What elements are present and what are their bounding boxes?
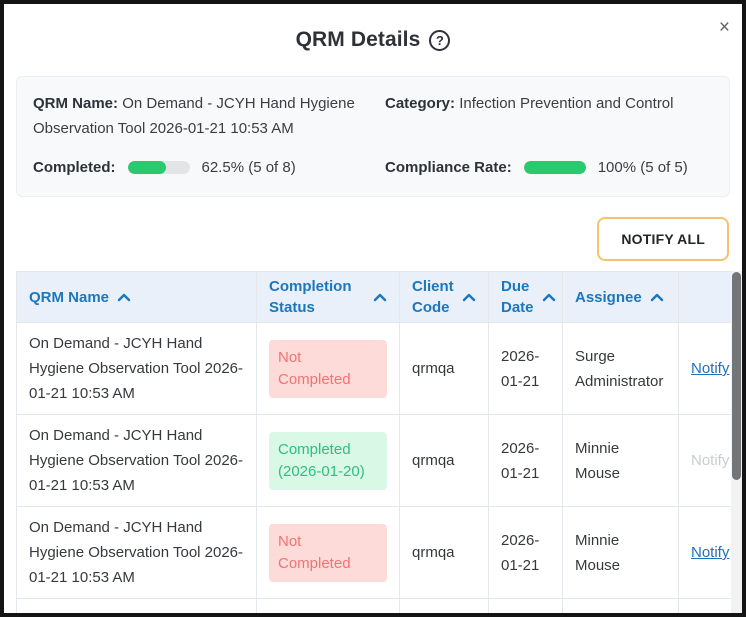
qrm-name-value: On Demand - JCYH Hand Hygiene Observatio…	[33, 95, 355, 137]
table-row: On Demand - JCYH Hand Hygiene Observatio…	[16, 322, 732, 415]
completed-progress-fill	[127, 161, 167, 174]
client-code-cell: qrmqa	[399, 322, 489, 415]
notify-all-button[interactable]: NOTIFY ALL	[597, 217, 729, 261]
compliance-progress-bar	[523, 161, 586, 174]
summary-card: QRM Name: On Demand - JCYH Hand Hygiene …	[16, 76, 730, 197]
page-title: QRM Details	[295, 28, 421, 51]
sort-asc-icon	[542, 293, 556, 302]
sort-asc-icon	[650, 293, 664, 302]
assignee-cell: Jane Bond	[562, 598, 679, 613]
due-date-cell: 2026-01-21	[488, 506, 563, 599]
qrm-name-cell: On Demand - JCYH Hand Hygiene Observatio…	[16, 414, 257, 507]
assignee-cell: Minnie Mouse	[562, 414, 679, 507]
column-header-qrm-name[interactable]: QRM Name	[16, 271, 257, 323]
column-header-actions	[678, 271, 732, 323]
table-body: On Demand - JCYH Hand Hygiene Observatio…	[16, 322, 732, 613]
column-header-due-date[interactable]: Due Date	[488, 271, 563, 323]
category-value: Infection Prevention and Control	[459, 95, 674, 112]
category-label: Category:	[385, 95, 456, 112]
status-badge: Not Completed	[269, 523, 387, 582]
table-header-row: QRM Name Completion Status	[16, 271, 732, 323]
qrm-name-summary: QRM Name: On Demand - JCYH Hand Hygiene …	[33, 91, 373, 141]
help-icon[interactable]: ?	[429, 29, 451, 51]
notify-link[interactable]: Notify	[691, 360, 730, 377]
assignee-cell: Minnie Mouse	[562, 506, 679, 599]
completed-summary: Completed: 62.5% (5 of 8)	[33, 155, 373, 180]
action-cell: Notify	[678, 598, 732, 613]
table-row: On Demand - JCYH Hand Hygiene Observatio…	[16, 506, 732, 599]
scrollbar-thumb[interactable]	[732, 272, 741, 480]
sort-asc-icon	[373, 293, 387, 302]
completion-status-cell: Not Completed	[256, 506, 400, 599]
action-cell: Notify	[678, 322, 732, 415]
client-code-cell: qrmqa	[399, 506, 489, 599]
compliance-rate-label: Compliance Rate:	[385, 159, 512, 176]
due-date-cell: 2026-01-21	[488, 322, 563, 415]
close-icon[interactable]: ×	[718, 17, 730, 38]
category-summary: Category: Infection Prevention and Contr…	[373, 91, 713, 141]
notify-link: Notify	[691, 452, 730, 469]
sort-asc-icon	[462, 293, 476, 302]
sort-asc-icon	[117, 293, 131, 302]
qrm-table: QRM Name Completion Status	[16, 271, 742, 613]
completed-value: 62.5% (5 of 8)	[201, 159, 296, 176]
column-header-completion-status[interactable]: Completion Status	[256, 271, 400, 323]
qrm-name-cell: On Demand - JCYH Hand Hygiene Observatio…	[16, 598, 257, 613]
column-header-client-code[interactable]: Client Code	[399, 271, 489, 323]
client-code-cell: qrmqa	[399, 598, 489, 613]
column-header-assignee[interactable]: Assignee	[562, 271, 679, 323]
completion-status-cell: Completed (2026-02-01)	[256, 598, 400, 613]
modal-header: QRM Details ? ×	[4, 4, 742, 60]
action-cell: Notify	[678, 506, 732, 599]
vertical-scrollbar[interactable]	[731, 271, 742, 613]
due-date-cell: 2026-02-02	[488, 598, 563, 613]
client-code-cell: qrmqa	[399, 414, 489, 507]
due-date-cell: 2026-01-21	[488, 414, 563, 507]
completed-progress-bar	[127, 161, 190, 174]
notify-link[interactable]: Notify	[691, 544, 730, 561]
qrm-name-cell: On Demand - JCYH Hand Hygiene Observatio…	[16, 506, 257, 599]
assignee-cell: Surge Administrator	[562, 322, 679, 415]
table-row: On Demand - JCYH Hand Hygiene Observatio…	[16, 598, 732, 613]
completed-label: Completed:	[33, 159, 116, 176]
completion-status-cell: Not Completed	[256, 322, 400, 415]
compliance-progress-fill	[523, 161, 586, 174]
completion-status-cell: Completed (2026-01-20)	[256, 414, 400, 507]
toolbar: NOTIFY ALL	[17, 217, 729, 261]
compliance-summary: Compliance Rate: 100% (5 of 5)	[373, 155, 713, 180]
table-row: On Demand - JCYH Hand Hygiene Observatio…	[16, 414, 732, 507]
compliance-value: 100% (5 of 5)	[597, 159, 688, 176]
qrm-name-cell: On Demand - JCYH Hand Hygiene Observatio…	[16, 322, 257, 415]
status-badge: Not Completed	[269, 339, 387, 398]
qrm-name-label: QRM Name:	[33, 95, 119, 112]
status-badge: Completed (2026-01-20)	[269, 431, 387, 490]
action-cell: Notify	[678, 414, 732, 507]
